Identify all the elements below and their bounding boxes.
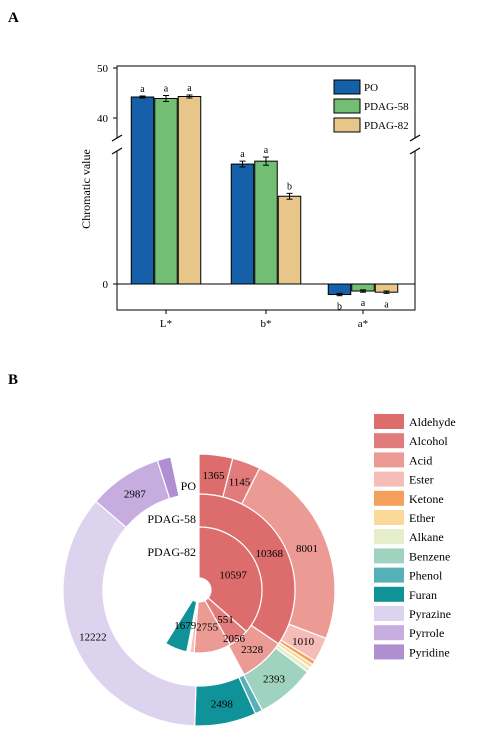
significance-letter: b	[287, 181, 292, 192]
legend-swatch-alcohol	[374, 433, 404, 449]
legend-label-furan: Furan	[409, 588, 437, 602]
segment-value-label: 12222	[79, 632, 107, 644]
legend-swatch-alkane	[374, 529, 404, 545]
legend-label-2: PDAG-82	[364, 120, 409, 132]
y-tick-label: 0	[103, 279, 109, 291]
axis-break-mark	[409, 147, 421, 155]
bar-po-1	[230, 163, 255, 285]
y-axis-label: Chromatic value	[79, 149, 93, 229]
legend-swatch-ester	[374, 471, 404, 487]
legend-swatch-acid	[374, 452, 404, 468]
ring-label-0: PO	[181, 479, 197, 493]
sunburst-segment-po-pyrazine	[62, 500, 197, 727]
legend-swatch-phenol	[374, 567, 404, 583]
legend-label-ester: Ester	[409, 473, 434, 487]
legend-label-alkane: Alkane	[409, 530, 444, 544]
legend-swatch-pyrrole	[374, 625, 404, 641]
segment-value-label: 2056	[223, 633, 246, 645]
legend-swatch-ether	[374, 510, 404, 525]
segment-value-label: 2498	[211, 699, 234, 711]
sunburst-segment-po-pyridine	[156, 456, 180, 500]
legend-label-ketone: Ketone	[409, 492, 444, 506]
x-tick-label: b*	[261, 318, 272, 330]
axis-break-mark	[111, 147, 123, 155]
segment-value-label: 2393	[263, 673, 286, 685]
axis-break-mark	[111, 134, 123, 142]
bar-pdag-82-0	[177, 96, 202, 285]
bar-pdag-58-1	[254, 160, 278, 285]
panel-a-label: A	[8, 10, 19, 26]
legend-label-phenol: Phenol	[409, 569, 443, 583]
segment-value-label: 1145	[229, 476, 251, 488]
segment-value-label: 10368	[255, 548, 283, 560]
sunburst-legend: Aldehyde Alcohol Acid Ester Ketone Ether Alkan…	[374, 414, 456, 660]
y-tick-label: 50	[97, 63, 109, 75]
panel-b-label: B	[8, 372, 18, 388]
bar-po-0	[130, 96, 155, 285]
x-tick-label: a*	[358, 318, 368, 330]
legend-label-alcohol: Alcohol	[409, 434, 448, 448]
significance-letter: a	[264, 145, 269, 156]
segment-value-label: 1679	[174, 620, 197, 632]
axis-break-mark	[409, 134, 421, 142]
segment-value-label: 2755	[196, 622, 219, 634]
legend-swatch-pyrazine	[374, 606, 404, 621]
significance-letter: a	[384, 299, 389, 310]
legend-swatch-0	[333, 79, 361, 95]
legend-label-benzene: Benzene	[409, 549, 450, 563]
significance-letter: a	[240, 149, 245, 160]
segment-value-label: 1365	[203, 470, 226, 482]
x-tick-label: L*	[160, 318, 172, 330]
significance-letter: b	[337, 302, 342, 313]
segment-value-label: 1010	[292, 636, 315, 648]
bar-pdag-58-0	[154, 98, 178, 285]
legend-label-pyrazine: Pyrazine	[409, 607, 451, 621]
legend-label-aldehyde: Aldehyde	[409, 415, 456, 429]
segment-value-label: 2987	[124, 488, 147, 500]
legend-swatch-ketone	[374, 490, 404, 506]
significance-letter: a	[164, 84, 169, 95]
legend-label-ether: Ether	[409, 511, 435, 525]
bar-chart: 0 40 50 Chromatic value L* a a a b* a a b a* b a a PO PDA…	[79, 63, 421, 330]
ring-label-2: PDAG-82	[147, 545, 196, 559]
segment-value-label: 8001	[296, 543, 318, 555]
legend-swatch-1	[333, 98, 361, 114]
bar-pdag-82-1	[277, 195, 302, 285]
segment-value-label: 2328	[241, 644, 264, 656]
legend-swatch-benzene	[374, 548, 404, 564]
legend-swatch-pyridine	[374, 644, 404, 660]
significance-letter: a	[140, 84, 145, 95]
sunburst-segment-pdag-82-aldehyde	[198, 526, 263, 633]
y-tick-label: 40	[97, 113, 109, 125]
segment-value-label: 10597	[219, 570, 247, 582]
legend-label-1: PDAG-58	[364, 101, 409, 113]
legend-swatch-furan	[374, 586, 404, 602]
sunburst-segment-pdag-82-furan	[164, 599, 198, 653]
legend-swatch-aldehyde	[374, 414, 404, 429]
legend-label-pyridine: Pyridine	[409, 645, 450, 659]
legend-swatch-2	[333, 117, 361, 133]
significance-letter: a	[361, 298, 366, 309]
significance-letter: a	[187, 83, 192, 94]
legend-label-acid: Acid	[409, 453, 432, 467]
legend-label-0: PO	[364, 82, 378, 94]
ring-label-1: PDAG-58	[147, 512, 196, 526]
legend-label-pyrrole: Pyrrole	[409, 626, 444, 640]
